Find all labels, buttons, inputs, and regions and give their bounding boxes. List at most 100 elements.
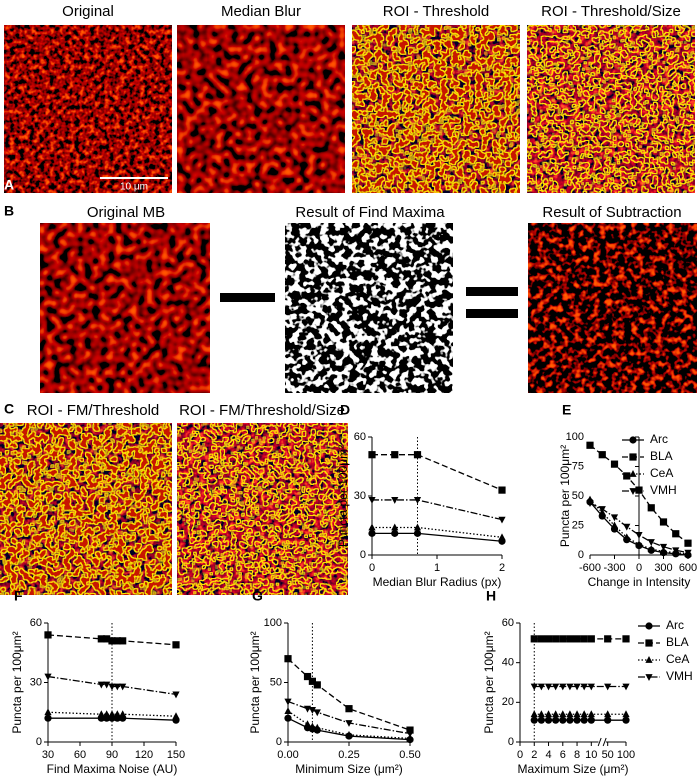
axis-break — [597, 737, 602, 747]
y-tick-label: 0 — [276, 736, 282, 748]
marker — [284, 655, 292, 663]
marker — [119, 710, 127, 718]
y-tick-label: 40 — [502, 657, 514, 669]
marker — [610, 460, 619, 468]
marker — [308, 677, 316, 685]
y-tick-label: 30 — [354, 490, 366, 502]
marker — [530, 710, 538, 718]
x-axis-label: Maximum Size (μm²) — [518, 762, 629, 776]
marker — [573, 683, 581, 691]
marker — [647, 539, 655, 546]
x-axis-label: Find Maxima Noise (AU) — [47, 762, 178, 776]
image-title: Median Blur — [221, 3, 301, 20]
marker — [303, 720, 312, 728]
x-tick-label: -600 — [579, 562, 601, 574]
marker — [587, 710, 595, 718]
x-tick-label: 0 — [369, 562, 375, 574]
marker — [530, 683, 538, 691]
micrograph — [4, 25, 172, 193]
marker — [44, 708, 52, 716]
legend-marker — [645, 656, 653, 663]
x-axis-label: Median Blur Radius (px) — [373, 575, 502, 589]
legend-label: CeA — [666, 652, 689, 666]
marker — [559, 635, 567, 643]
equals-sign — [466, 287, 518, 296]
marker — [537, 716, 545, 724]
marker — [623, 533, 631, 541]
marker — [391, 529, 399, 537]
marker — [537, 683, 545, 691]
marker — [604, 716, 612, 724]
marker — [647, 545, 655, 552]
marker — [391, 497, 399, 504]
marker — [313, 709, 321, 717]
marker — [622, 710, 630, 718]
series-line — [589, 502, 689, 554]
marker — [108, 710, 116, 718]
marker — [498, 516, 506, 524]
marker — [303, 672, 312, 681]
marker — [587, 683, 595, 691]
marker — [406, 726, 414, 734]
y-tick-label: 0 — [508, 736, 514, 748]
legend-marker — [645, 622, 653, 630]
legend-label: BLA — [650, 449, 673, 463]
x-tick-label: 100 — [617, 749, 635, 761]
marker — [368, 523, 376, 531]
marker — [313, 723, 321, 731]
micrograph — [527, 25, 695, 193]
marker — [635, 486, 643, 494]
marker — [552, 710, 560, 718]
marker — [635, 532, 643, 539]
marker — [580, 635, 588, 643]
marker — [622, 635, 630, 643]
marker — [44, 714, 52, 722]
legend-label: Arc — [666, 618, 684, 632]
marker — [610, 521, 619, 529]
y-axis-label: Puncta per 100μm² — [336, 445, 350, 547]
y-axis-label: Puncta per 100μm² — [482, 631, 496, 733]
micrograph — [0, 423, 172, 595]
marker — [413, 497, 422, 504]
marker — [604, 710, 612, 718]
marker — [413, 529, 422, 537]
x-tick-label: 50 — [602, 749, 614, 761]
marker — [573, 716, 581, 724]
marker — [586, 441, 594, 449]
marker — [580, 683, 588, 691]
series-line — [372, 526, 503, 538]
marker — [284, 707, 292, 714]
marker — [537, 635, 545, 643]
marker — [604, 635, 612, 643]
legend-marker — [629, 488, 637, 495]
x-tick-label: 10 — [585, 749, 597, 761]
marker — [623, 523, 631, 531]
y-axis-label: Puncta per 100μm² — [10, 631, 24, 733]
y-tick-label: 60 — [30, 617, 42, 629]
y-tick-label: 50 — [270, 676, 282, 688]
marker — [113, 710, 121, 718]
series-line — [372, 499, 503, 521]
marker — [368, 451, 376, 459]
y-tick-label: 25 — [572, 519, 584, 531]
series-line — [372, 532, 503, 542]
y-tick-label: 100 — [264, 617, 282, 629]
marker — [566, 683, 574, 691]
y-tick-label: 60 — [354, 431, 366, 443]
marker — [103, 681, 111, 689]
x-tick-label: 150 — [167, 749, 185, 761]
marker — [566, 716, 574, 724]
marker — [587, 716, 595, 724]
panel-label: D — [340, 402, 350, 418]
marker — [684, 539, 692, 547]
legend-label: BLA — [666, 635, 689, 649]
x-tick-label: 1 — [434, 562, 440, 574]
equals-sign — [466, 309, 518, 318]
minus-sign — [220, 293, 275, 302]
micrograph — [177, 25, 345, 193]
marker — [108, 683, 116, 691]
x-tick-label: 0.50 — [399, 749, 420, 761]
marker — [552, 683, 560, 691]
marker — [530, 635, 538, 643]
marker — [44, 673, 52, 681]
